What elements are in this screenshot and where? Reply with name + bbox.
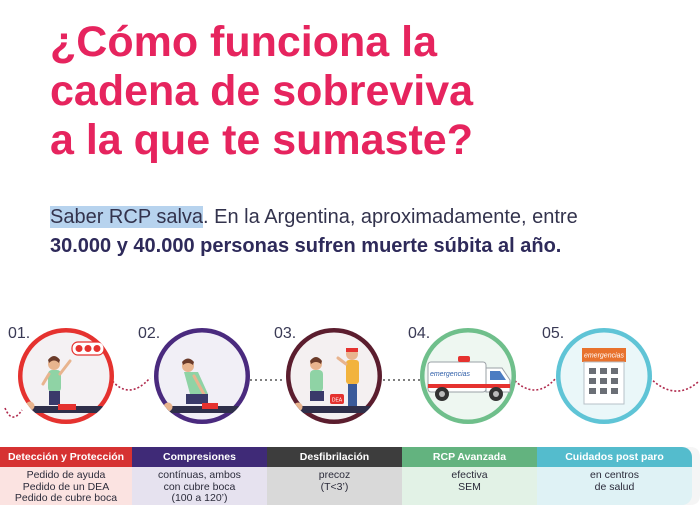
step-1-line-3: Pedido de cubre boca <box>14 492 118 504</box>
step-2-details: contínuas, ambos con cubre boca (100 a 1… <box>132 467 267 505</box>
step-5-illustration: emergencias <box>556 328 652 424</box>
step-4-line-2: SEM <box>458 480 481 493</box>
step-1-heading: Detección y Protección <box>0 447 132 467</box>
step-4-line-1: efectiva <box>451 469 488 481</box>
step-2-line-2: con cubre boca <box>163 480 236 493</box>
step-4-info: RCP Avanzada efectiva SEM <box>402 447 537 505</box>
step-5-heading: Cuidados post paro <box>537 447 692 467</box>
step-3-line-2: (T<3’) <box>320 480 349 493</box>
step-3-heading: Desfibrilación <box>267 447 402 467</box>
intro-bold-statement: 30.000 y 40.000 personas sufren muerte s… <box>50 235 562 257</box>
intro-text: . En la Argentina, aproximadamente, entr… <box>203 206 578 228</box>
step-number-1: 01. <box>8 325 31 342</box>
step-number-4: 04. <box>408 325 431 342</box>
step-2-line-1: contínuas, ambos <box>158 469 241 481</box>
step-1-line-2: Pedido de un DEA <box>22 480 110 493</box>
step-3-info: Desfibrilación precoz (T<3’) <box>267 447 402 505</box>
aed-label: DEA <box>332 398 343 404</box>
intro-paragraph: Saber RCP salva. En la Argentina, aproxi… <box>50 203 670 261</box>
step-1-line-1: Pedido de ayuda <box>26 469 106 481</box>
step-3-illustration: DEA <box>286 328 382 424</box>
step-4-details: efectiva SEM <box>402 467 537 505</box>
step-3-details: precoz (T<3’) <box>267 467 402 505</box>
title-line-2: cadena de sobreviva <box>50 67 474 115</box>
step-number-5: 05. <box>542 325 565 342</box>
step-number-2: 02. <box>138 325 161 342</box>
step-2-info: Compresiones contínuas, ambos con cubre … <box>132 447 267 505</box>
step-1-info: Detección y Protección Pedido de ayuda P… <box>0 447 132 505</box>
step-5-line-1: en centros <box>589 469 640 481</box>
ambulance-text: emergencias <box>430 371 471 378</box>
step-5-info: Cuidados post paro en centros de salud <box>537 447 692 505</box>
step-5-details: en centros de salud <box>537 467 692 505</box>
step-4-heading: RCP Avanzada <box>402 447 537 467</box>
step-1-illustration <box>18 328 114 424</box>
step-2-heading: Compresiones <box>132 447 267 467</box>
step-4-illustration: emergencias <box>420 328 516 424</box>
building-sign-text: emergencias <box>584 353 625 360</box>
title-line-1: ¿Cómo funciona la <box>50 18 437 66</box>
intro-highlight: Saber RCP salva <box>50 206 204 228</box>
step-2-line-3: (100 a 120’) <box>171 492 228 504</box>
title-line-3: a la que te sumaste? <box>50 116 473 164</box>
page-title: ¿Cómo funciona la cadena de sobreviva a … <box>50 18 670 165</box>
step-number-3: 03. <box>274 325 297 342</box>
step-2-illustration <box>154 328 250 424</box>
step-3-line-1: precoz <box>318 469 351 481</box>
step-5-line-2: de salud <box>594 480 635 493</box>
step-1-details: Pedido de ayuda Pedido de un DEA Pedido … <box>0 467 132 505</box>
